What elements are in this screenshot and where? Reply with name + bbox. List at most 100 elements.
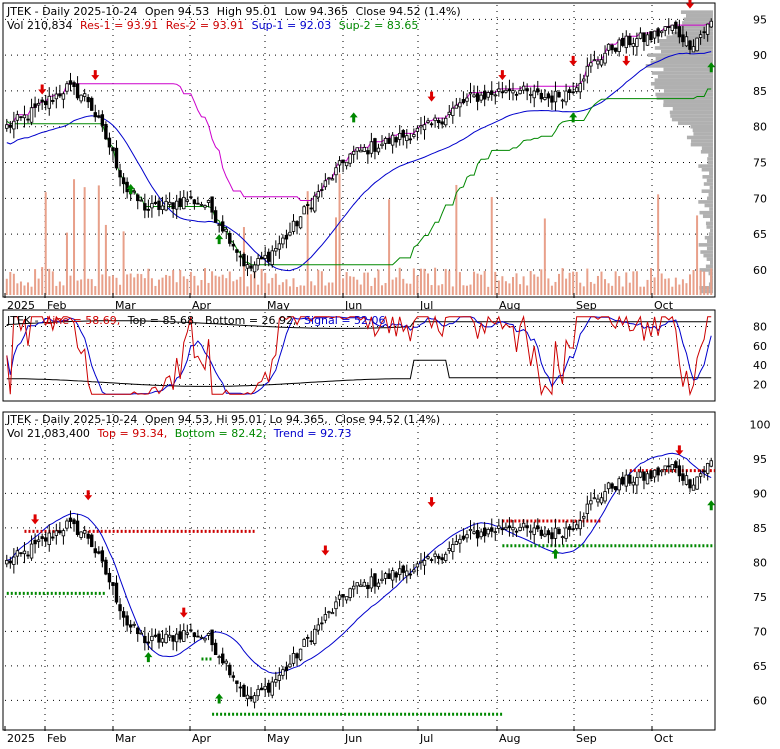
candle-body [557, 91, 561, 98]
volume-bar [154, 285, 157, 295]
profile-bar [671, 117, 713, 122]
candle [610, 43, 614, 54]
p1-open: Open 94.53 [145, 5, 209, 18]
candle [334, 162, 338, 183]
candle-body [638, 471, 643, 478]
price-x-ticks: 2025 Feb Mar Apr May Jun Jul Aug Sep Oct [4, 293, 674, 312]
candle [355, 582, 359, 595]
p3-top: Top = 93.34, [96, 427, 167, 440]
candle-body [546, 93, 551, 99]
candle [458, 97, 462, 117]
candle [698, 469, 703, 484]
candle [536, 80, 540, 96]
candle-body [663, 26, 667, 31]
candle-body [295, 221, 299, 227]
candle-body [656, 467, 660, 476]
candle-body [298, 216, 303, 229]
candle-body [203, 637, 207, 641]
candle-body [104, 559, 108, 575]
candle [93, 104, 97, 122]
candle [228, 662, 232, 678]
price-y-ticks: 95 90 85 80 75 70 65 60 [753, 13, 767, 277]
volume-bar [214, 275, 217, 295]
candle-body [617, 478, 621, 491]
candle-body [681, 34, 685, 43]
candle [493, 90, 497, 105]
profile-bar [680, 28, 713, 32]
candle [171, 635, 175, 651]
candle [514, 91, 519, 101]
candle-body [320, 189, 324, 191]
candle [613, 486, 618, 492]
volume-bar [179, 269, 182, 295]
volume-bar [232, 281, 235, 295]
candle [238, 250, 243, 267]
volume-bar [104, 224, 107, 295]
volume-bar [558, 273, 561, 295]
candle [628, 472, 632, 486]
candle-body [656, 28, 660, 37]
candle-body [86, 533, 90, 539]
candle [65, 81, 69, 95]
volume-bar [285, 279, 288, 295]
candle-body [621, 37, 625, 46]
candle [125, 611, 129, 632]
candle-body [373, 138, 377, 152]
candle-body [667, 465, 671, 468]
volume-bar [296, 286, 299, 295]
candle-body [472, 94, 476, 98]
candle-body [419, 560, 423, 563]
candle [684, 470, 689, 486]
volume-bar [292, 278, 295, 295]
up-arrow-icon [215, 234, 224, 245]
candle [274, 671, 278, 687]
candle [263, 246, 267, 267]
candle [221, 215, 225, 234]
candle [652, 30, 657, 44]
volume-bar [19, 281, 22, 295]
candle-body [302, 206, 306, 215]
profile-bar [654, 78, 713, 82]
candle [398, 125, 402, 146]
candle-body [571, 528, 575, 531]
candle-body [146, 641, 151, 644]
candle-body [585, 503, 590, 514]
candle [281, 234, 285, 249]
volume-bar [448, 270, 451, 295]
candle-body [380, 143, 384, 147]
candle-body [47, 95, 51, 109]
profile-bar [650, 60, 713, 65]
candle [259, 682, 264, 691]
candle [408, 568, 413, 580]
candle-body [652, 469, 657, 478]
candle-body [86, 97, 90, 103]
volume-bar [409, 283, 412, 295]
candle [114, 140, 119, 171]
candle-body [288, 663, 292, 668]
candle-body [621, 476, 625, 485]
candle-body [599, 59, 604, 66]
candle-body [274, 679, 278, 683]
candle [649, 31, 653, 43]
profile-bar [647, 53, 713, 57]
candle [550, 527, 554, 547]
candle [160, 629, 165, 647]
volume-bar [611, 285, 614, 295]
candle-body [263, 254, 267, 259]
candle-body [546, 530, 551, 536]
p1-info-line1: JTEK - Daily 2025-10-24 Open 94.53 High … [6, 5, 461, 18]
volume-bar [681, 279, 684, 295]
candle [461, 91, 466, 105]
profile-bar [707, 160, 713, 165]
candle-body [355, 147, 359, 152]
candle [270, 676, 274, 699]
candle [405, 564, 409, 584]
profile-bar [704, 203, 713, 208]
candle-body [398, 568, 402, 575]
candle-body [344, 596, 349, 601]
candle-body [596, 60, 600, 65]
candle [107, 132, 112, 155]
profile-bar [690, 142, 713, 147]
candle [316, 184, 320, 202]
